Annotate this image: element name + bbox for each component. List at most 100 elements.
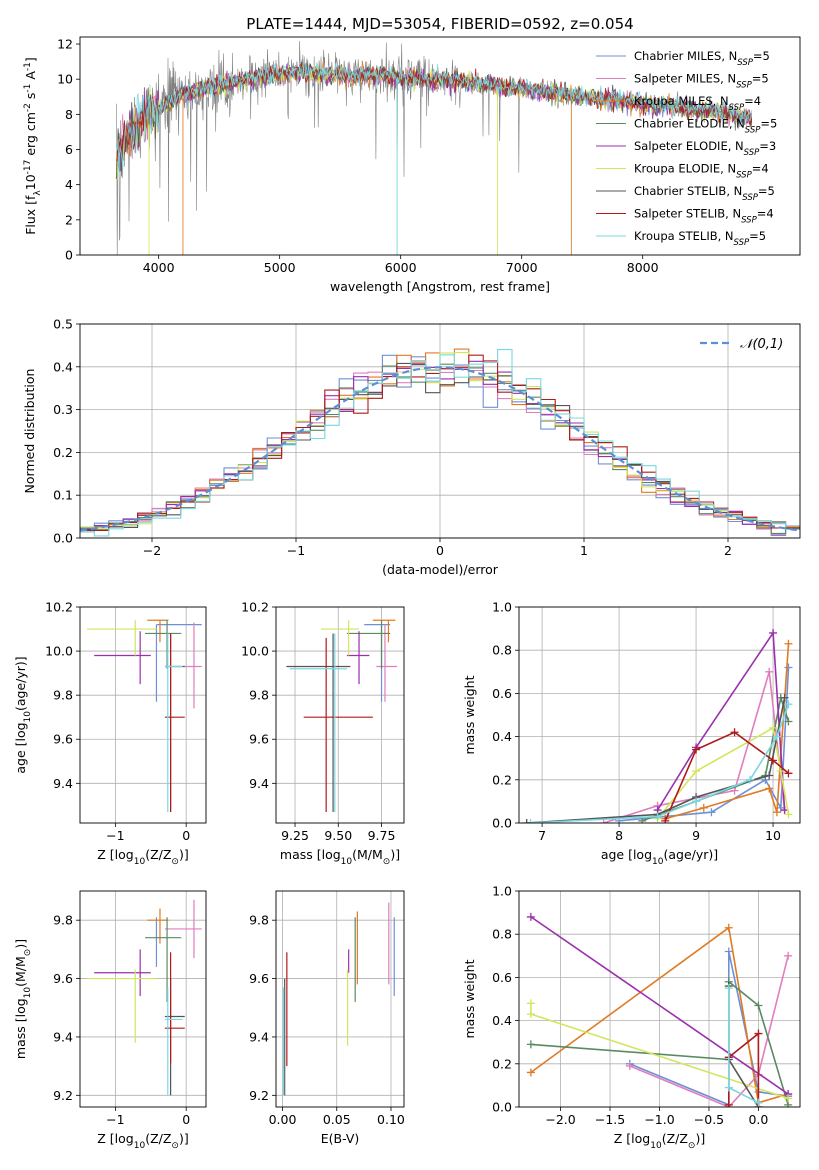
axes-frame [79,890,207,1108]
residual-legend: 𝒩(0,1) [700,337,783,352]
x-tick-label: −1.5 [595,1112,625,1127]
x-tick-label: 9.75 [368,828,396,843]
series-marker [765,667,774,676]
series-marker [526,819,535,823]
point-salpeter-miles [184,622,202,709]
legend-label-salpeter-miles: Salpeter MILES, NSSP=5 [634,72,769,91]
model-spectrum-chabrier-stelib [115,61,752,180]
y-axis-label: mass [log10(M/M⊙)] [13,939,33,1059]
label-part: erg cm [23,112,38,160]
series-marker [780,693,789,702]
series-salpeter-stelib [724,1029,763,1107]
x-tick-label: 0.0 [748,1112,768,1127]
plot-area-weight-vs-z [526,912,793,1107]
label-part: Normed distribution [22,369,37,494]
series-marker [784,951,793,960]
x-tick-label: 0.05 [323,1112,351,1127]
label-part: Flux [f [23,195,38,235]
y-tick-label: 4 [65,177,73,192]
plot-area-age-vs-mass [286,619,398,812]
legend-label-kroupa-elodie: Kroupa ELODIE, NSSP=4 [634,162,769,181]
x-tick-label: 0.10 [377,1112,405,1127]
y-tick-label: 1.0 [492,600,512,615]
series-marker [772,732,781,741]
series-marker [784,717,793,726]
y-tick-label: 9.8 [249,688,269,703]
label-part: 𝒩(0,1) [740,337,783,352]
label-part: wavelength [Angstrom, rest frame] [330,279,550,294]
label-part: λ [33,190,43,196]
y-tick-label: 9.4 [53,1029,73,1044]
label-part: mass [log [280,847,341,862]
series-marker [724,923,733,932]
label-part: s [23,93,38,104]
series-marker [730,728,739,737]
x-tick-label: 0.00 [269,1112,297,1127]
series-kroupa-stelib [724,984,763,1107]
x-axis-label: Z [log10(Z/Z⊙)] [614,1131,705,1151]
y-tick-label: 10.0 [241,644,269,659]
point-kroupa-stelib [164,987,183,1096]
legend-label-subscript: SSP [736,171,752,181]
axes-frame [79,606,207,824]
x-axis-label: mass [log10(M/M⊙)] [280,847,400,867]
x-axis-label: E(B-V) [321,1131,360,1146]
y-tick-label: 10 [57,72,73,87]
panel-mass-vs-z: −1 09.29.49.69.8Z [log10(Z/Z⊙)]mass [log1… [13,890,207,1151]
y-tick-label: 2 [65,212,73,227]
legend-label-salpeter-elodie: Salpeter ELODIE, NSSP=3 [634,139,776,158]
x-tick-label: −1.0 [644,1112,674,1127]
y-tick-label: 9.2 [53,1088,73,1103]
panel-mass-vs-ebv: 0.00 0.05 0.10 9.2 9.4 9.6 9.8 E(B-V) [249,890,405,1146]
x-tick-label: −0.5 [694,1112,724,1127]
y-tick-label: 0 [65,248,73,263]
y-tick-label: 9.8 [53,688,73,703]
y-tick-label: 0.6 [492,970,512,985]
series-marker [724,984,733,993]
label-part: mass weight [462,675,477,754]
x-axis-label: Z [log10(Z/Z⊙)] [97,847,188,867]
y-tick-label: 0.0 [492,1100,512,1115]
point-kroupa-miles [147,619,169,643]
plot-area-residuals [80,348,800,537]
series-marker [526,1040,535,1049]
series-marker [699,803,708,812]
series-marker [769,628,778,637]
y-tick-label: 1.0 [492,884,512,899]
legend-label-subscript: SSP [736,81,752,91]
label-part: ⊙ [171,1141,179,1151]
label-part: (M/M [352,847,383,862]
y-tick-label: 9.2 [249,1088,269,1103]
series-marker [724,947,733,956]
series-marker [784,1094,793,1103]
y-tick-label: 10.0 [45,644,73,659]
y-tick-label: 0.4 [492,1013,512,1028]
point-salpeter-elodie [94,949,151,997]
series-marker [638,816,647,823]
label-part: 10 [134,857,146,867]
x-tick-label: 9.50 [324,828,352,843]
x-tick-label: −2.0 [545,1112,575,1127]
legend-label-salpeter-stelib: Salpeter STELIB, NSSP=4 [634,207,774,226]
series-marker [784,700,793,709]
point-chabrier-elodie [145,917,182,1002]
y-tick-label: 9.6 [249,732,269,747]
label-part: )] [179,847,189,862]
axes-frame [79,36,801,256]
series-marker [724,1083,733,1092]
y-tick-label: 9.4 [249,1029,269,1044]
y-axis-label: mass weight [462,675,477,754]
y-tick-label: 10.2 [241,600,269,615]
series-marker [776,767,785,776]
y-tick-label: 9.8 [53,913,73,928]
y-tick-label: 8 [65,107,73,122]
series-marker [526,1068,535,1077]
legend-label-nssp: =5 [760,117,777,131]
y-tick-label: 6 [65,142,73,157]
y-tick-label: 0.2 [492,1056,512,1071]
point-chabrier-stelib [286,633,351,812]
label-part: (age/yr)] [663,847,718,862]
panel-weight-vs-z: −2.0 −1.5 −1.0 −0.5 0.0 0.0 0.2 0.4 0.6 0.8 1.0 Z [… [462,884,801,1151]
legend-label-subscript: SSP [734,238,750,248]
x-tick-label: 7000 [506,260,538,275]
